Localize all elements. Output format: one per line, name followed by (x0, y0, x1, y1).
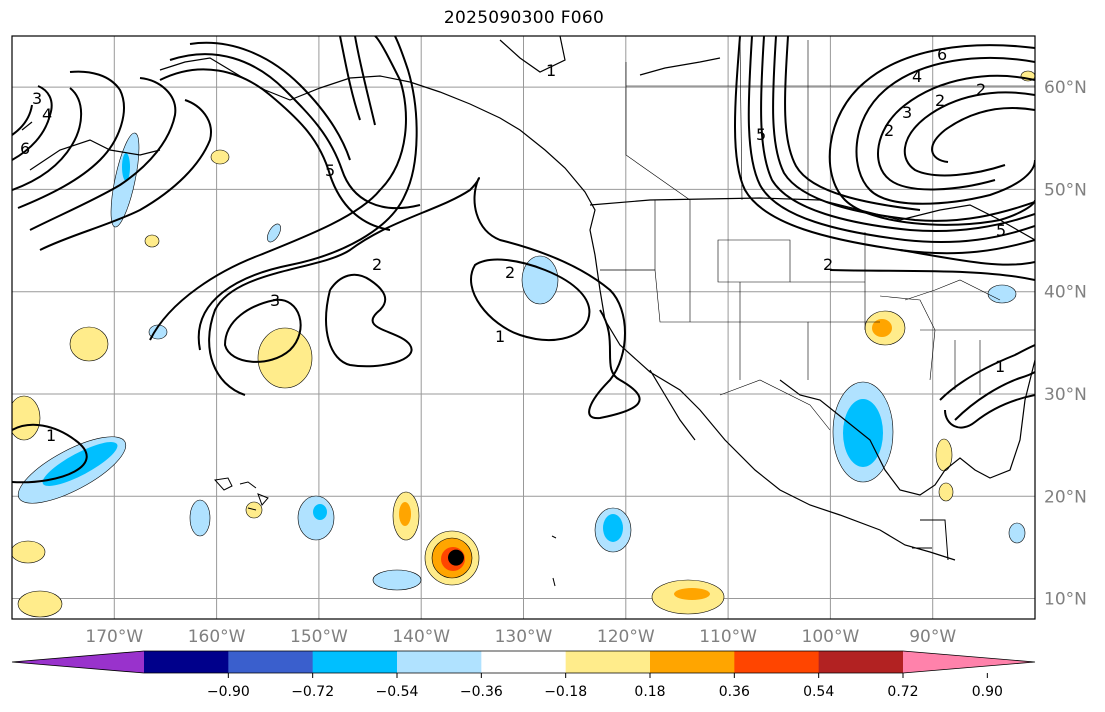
contour-label: 4 (912, 67, 922, 86)
colorbar-tick-label: 0.54 (803, 684, 834, 700)
lon-tick-label: 170°W (85, 627, 143, 647)
colorbar-segment (650, 651, 735, 673)
map-title: 2025090300 F060 (443, 8, 605, 28)
pos-anomaly-area (17, 590, 63, 618)
contour-labels: 1 1 1 1 2 2 2 2 2 2 3 3 3 4 4 5 5 5 6 6 (20, 45, 1006, 445)
contour-label: 3 (902, 103, 912, 122)
colorbar-tick-label: −0.90 (207, 684, 250, 700)
pos-anomaly-core (399, 502, 411, 526)
lon-tick-label: 140°W (392, 627, 450, 647)
contour-label: 6 (937, 45, 947, 64)
pos-anomaly-core (674, 588, 710, 600)
lon-tick-label: 90°W (909, 627, 956, 647)
pos-anomaly-area (12, 395, 41, 441)
colorbar-tick-label: 0.36 (719, 684, 750, 700)
neg-anomaly-core (843, 399, 883, 467)
colorbar-tick-label: −0.54 (376, 684, 419, 700)
lon-tick-label: 110°W (699, 627, 757, 647)
contour-label: 1 (495, 327, 505, 346)
pos-anomaly-area (210, 149, 230, 165)
lon-tick-label: 100°W (802, 627, 860, 647)
contour-label: 5 (996, 221, 1006, 240)
pos-anomaly-area (938, 482, 954, 502)
colorbar-segment (228, 651, 314, 673)
colorbar-extend-min (12, 651, 144, 673)
islands (214, 477, 949, 587)
coastlines (21, 36, 1035, 561)
anomaly-shading (12, 70, 1035, 618)
longitude-labels: 170°W 160°W 150°W 140°W 130°W 120°W 110°W 100°W… (85, 627, 956, 647)
lat-tick-label: 50°N (1044, 180, 1087, 200)
contour-label: 4 (42, 105, 52, 124)
contour-label: 2 (505, 263, 515, 282)
contour-label: 2 (935, 91, 945, 110)
lon-tick-label: 130°W (495, 627, 553, 647)
colorbar-tick-label: −0.72 (291, 684, 334, 700)
contour-label: 3 (270, 291, 280, 310)
neg-anomaly-area (372, 569, 422, 591)
colorbar-segment (312, 651, 398, 673)
colorbar-segment (397, 651, 482, 673)
lon-tick-label: 160°W (188, 627, 246, 647)
contour-label: 1 (995, 357, 1005, 376)
contour-label: 2 (372, 255, 382, 274)
colorbar-segment (818, 651, 904, 673)
colorbar-tick-label: −0.36 (460, 684, 503, 700)
lat-tick-label: 40°N (1044, 283, 1087, 303)
storm-center-marker (447, 549, 464, 566)
contour-label: 2 (976, 80, 986, 99)
colorbar (11, 650, 1036, 674)
colorbar-segment (144, 651, 229, 673)
neg-anomaly-core (313, 504, 327, 520)
contour-label: 6 (20, 139, 30, 158)
contour-label: 2 (823, 255, 833, 274)
colorbar-tick-label: 0.90 (972, 684, 1003, 700)
colorbar-ticks: −0.90 −0.72 −0.54 −0.36 −0.18 0.18 0.36 0.54 0.7… (207, 673, 1003, 700)
political-borders (600, 39, 1035, 431)
colorbar-tick-label: 0.18 (634, 684, 665, 700)
neg-anomaly-area (267, 223, 281, 243)
neg-anomaly-core (42, 442, 118, 486)
colorbar-segment (734, 651, 820, 673)
contour-label: 1 (546, 61, 556, 80)
colorbar-tick-label: 0.72 (887, 684, 918, 700)
map-frame (11, 35, 1036, 620)
contour-lines (12, 36, 1035, 484)
neg-anomaly-area (189, 499, 211, 537)
colorbar-outline (11, 650, 1036, 674)
latitude-labels: 10°N 20°N 30°N 40°N 50°N 60°N (1044, 78, 1087, 609)
pos-anomaly-area (12, 540, 46, 564)
neg-anomaly-core (122, 153, 130, 181)
neg-anomaly-area (1008, 522, 1026, 544)
contour-label: 5 (325, 161, 335, 180)
colorbar-extend-max (903, 651, 1035, 673)
lat-tick-label: 20°N (1044, 487, 1087, 507)
colorbar-tick-label: −0.18 (544, 684, 587, 700)
pos-anomaly-area (257, 327, 313, 389)
pos-anomaly-area (69, 326, 109, 362)
lon-tick-label: 120°W (597, 627, 655, 647)
neg-anomaly-area (521, 255, 559, 305)
lat-tick-label: 60°N (1044, 78, 1087, 98)
colorbar-segment (565, 651, 651, 673)
contour-label: 2 (884, 121, 894, 140)
lat-tick-label: 30°N (1044, 385, 1087, 405)
pos-anomaly-area (144, 234, 160, 248)
pos-anomaly-core (872, 319, 892, 337)
lat-tick-label: 10°N (1044, 590, 1087, 610)
contour-label: 3 (32, 89, 42, 108)
contour-label: 5 (756, 125, 766, 144)
neg-anomaly-area (987, 284, 1017, 304)
contour-label: 1 (46, 426, 56, 445)
lon-tick-label: 150°W (290, 627, 348, 647)
neg-anomaly-core (603, 514, 623, 542)
colorbar-segment (481, 651, 567, 673)
